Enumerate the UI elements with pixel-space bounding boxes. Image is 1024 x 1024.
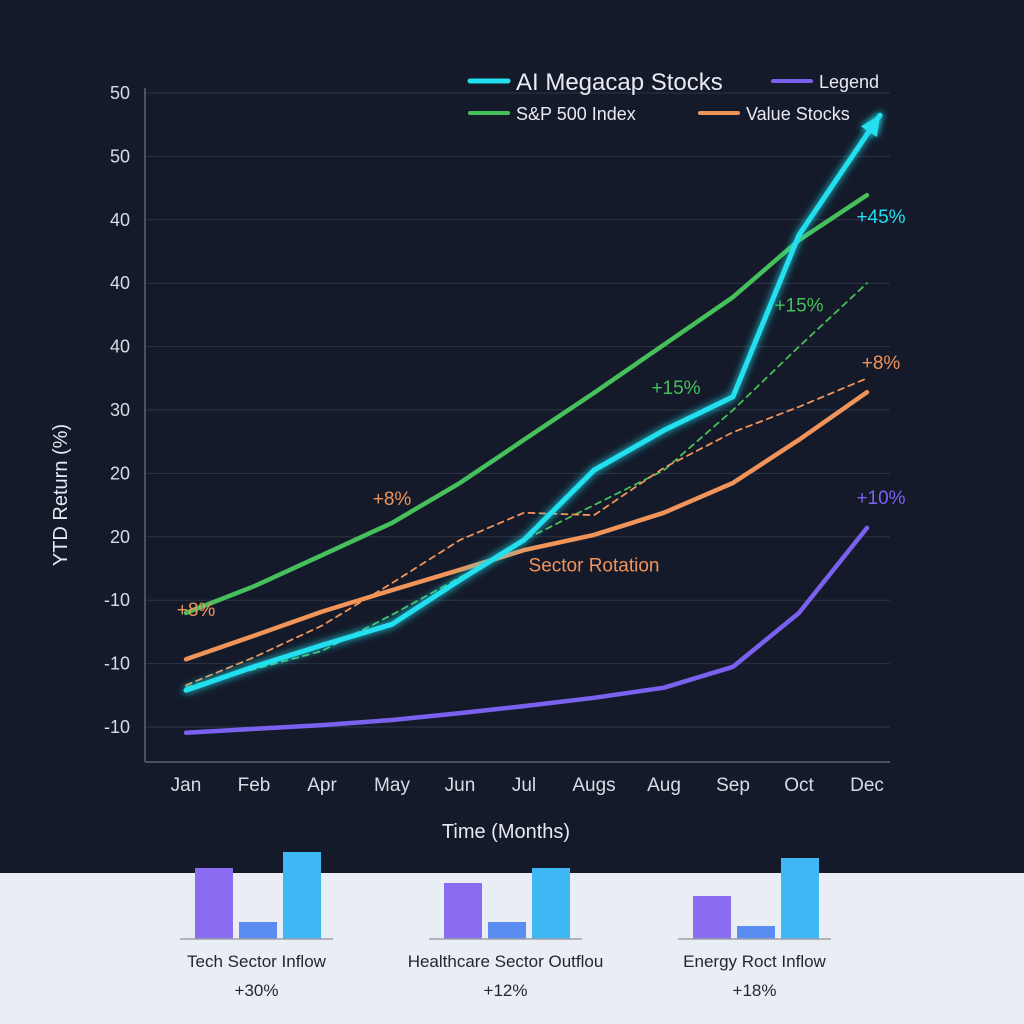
y-tick-label: 40 (110, 273, 130, 293)
y-axis-title: YTD Return (%) (50, 424, 72, 566)
mini-bar (532, 868, 570, 939)
y-tick-label: 50 (110, 83, 130, 103)
x-tick-label: Apr (307, 775, 337, 796)
annotation-label: +15% (774, 296, 823, 317)
ai-megacap-stocks-line (183, 112, 883, 693)
y-tick-label: 40 (110, 210, 130, 230)
legend-line (183, 525, 870, 735)
arrowhead-icon (860, 115, 880, 137)
y-tick-label: 50 (110, 146, 130, 166)
mini-bar (693, 896, 731, 939)
x-tick-label: Augs (572, 775, 615, 796)
x-tick-label: Jul (512, 775, 536, 796)
mini-bar (195, 868, 233, 939)
legend-item[interactable]: Value Stocks (698, 104, 850, 124)
mini-bar (239, 922, 277, 939)
mini-bar (781, 858, 819, 939)
sector-flow-panel (0, 873, 1024, 1024)
x-tick-label: Aug (647, 775, 681, 796)
mini-chart-value: +30% (235, 981, 279, 1000)
trend-line (185, 377, 868, 687)
mini-chart-value: +12% (484, 981, 528, 1000)
legend-label: AI Megacap Stocks (516, 69, 723, 96)
s-p-500-index-line (183, 192, 870, 616)
y-tick-label: 40 (110, 337, 130, 357)
annotation-label: +45% (856, 207, 905, 228)
mini-chart-label: Tech Sector Inflow (187, 952, 327, 971)
mini-chart-label: Energy Roct Inflow (683, 952, 826, 971)
legend-item[interactable]: AI Megacap Stocks (467, 69, 723, 96)
y-tick-label: 30 (110, 400, 130, 420)
x-tick-label: Feb (238, 775, 271, 796)
y-tick-label: -10 (104, 590, 130, 610)
mini-bar (283, 852, 321, 939)
y-tick-label: 20 (110, 527, 130, 547)
mini-bar-chart: Tech Sector Inflow +30% (180, 852, 333, 1000)
x-tick-label: Jan (171, 775, 202, 796)
y-tick-label: 20 (110, 463, 130, 483)
annotation-label: +10% (856, 488, 905, 509)
mini-bar-chart: Healthcare Sector Outflou +12% (408, 868, 604, 1000)
legend-label: S&P 500 Index (516, 104, 636, 124)
x-tick-label: Dec (850, 775, 884, 796)
x-tick-label: May (374, 775, 410, 796)
trend-line (185, 282, 868, 688)
mini-bar-chart: Energy Roct Inflow +18% (678, 858, 831, 1000)
value-stocks-line (183, 389, 870, 662)
legend-label: Value Stocks (746, 104, 850, 124)
mini-bar (444, 883, 482, 939)
x-tick-label: Oct (784, 775, 814, 796)
y-tick-label: -10 (104, 654, 130, 674)
x-tick-label: Sep (716, 775, 750, 796)
annotation-label: Sector Rotation (529, 556, 660, 577)
annotation-label: +8% (862, 353, 901, 374)
x-tick-label: Jun (445, 775, 476, 796)
mini-bar (488, 922, 526, 939)
x-axis-title: Time (Months) (442, 821, 570, 843)
legend-item[interactable]: Legend (771, 72, 879, 92)
annotation-label: +8% (373, 489, 412, 510)
mini-chart-value: +18% (733, 981, 777, 1000)
mini-chart-label: Healthcare Sector Outflou (408, 952, 604, 971)
annotation-label: +15% (651, 378, 700, 399)
legend-item[interactable]: S&P 500 Index (468, 104, 636, 124)
mini-bar (737, 926, 775, 939)
annotation-label: +8% (177, 600, 216, 621)
legend-label: Legend (819, 72, 879, 92)
y-tick-label: -10 (104, 717, 130, 737)
